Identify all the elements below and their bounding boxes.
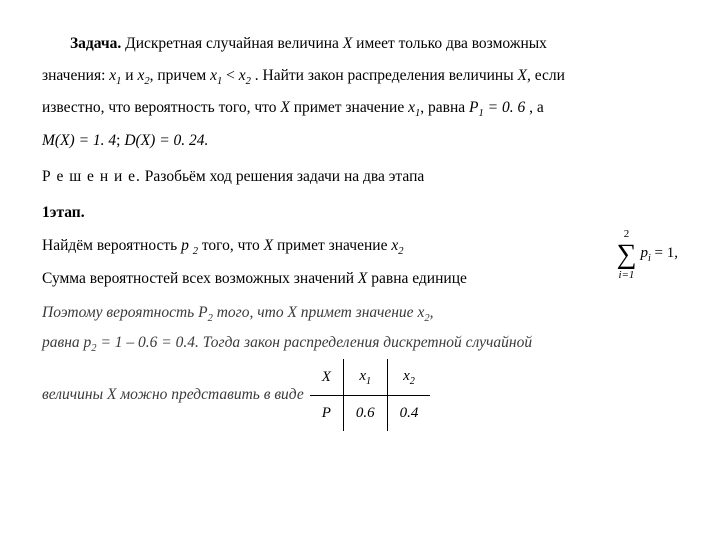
solution-text: Разобьём ход решения задачи на два этапа: [141, 168, 424, 185]
lt: <: [222, 67, 239, 84]
var-X: X: [518, 67, 527, 84]
problem-paragraph: Задача. Дискретная случайная величина X …: [42, 28, 678, 60]
text: примет значение: [290, 99, 408, 116]
var-X: X: [343, 35, 352, 52]
text: Сумма вероятностей всех возможных значен…: [42, 270, 358, 287]
text: Тогда закон распределения дискретной слу…: [199, 334, 532, 351]
text: примет значение: [297, 304, 418, 321]
var-x1: x: [408, 99, 415, 116]
cell-v2: 0.4: [387, 396, 430, 432]
text: , а: [525, 99, 544, 116]
document-page: Задача. Дискретная случайная величина X …: [0, 0, 720, 451]
text: , равна: [420, 99, 469, 116]
sub: 2: [398, 247, 403, 258]
sum-body-p: p: [640, 245, 648, 261]
distribution-table: X x1 x2 P 0.6 0.4: [310, 359, 431, 431]
cell-v1: 0.6: [343, 396, 387, 432]
var-X: X: [280, 99, 289, 116]
row-P: P: [310, 396, 344, 432]
col-X: X: [310, 359, 344, 396]
table-row: P 0.6 0.4: [310, 396, 431, 432]
problem-line-3: известно, что вероятность того, что X пр…: [42, 92, 678, 125]
sum-eq: = 1,: [651, 245, 678, 261]
var-x1b: x: [210, 67, 217, 84]
text: величины: [42, 386, 107, 403]
text: известно, что вероятность того, что: [42, 99, 280, 116]
solution-heading: Р е ш е н и е. Разобьём ход решения зада…: [42, 161, 678, 193]
dist-table: X x1 x2 P 0.6 0.4: [310, 359, 431, 431]
text: , причем: [150, 67, 210, 84]
var-x2b: x: [239, 67, 246, 84]
text: можно представить в виде: [116, 386, 303, 403]
problem-label: Задача.: [70, 35, 121, 52]
text: Поэтому вероятность: [42, 304, 198, 321]
var-X: X: [264, 237, 273, 254]
text: примет значение: [273, 237, 391, 254]
var-X: X: [107, 386, 116, 403]
text: , если: [527, 67, 565, 84]
var-p2: p: [181, 237, 193, 254]
deriv-line-3: величины X можно представить в виде X x1…: [42, 359, 678, 431]
eq-p1: = 0. 6: [484, 99, 525, 116]
table-row: X x1 x2: [310, 359, 431, 396]
problem-line-2: значения: x1 и x2, причем x1 < x2 . Найт…: [42, 60, 678, 93]
text: того, что: [213, 304, 288, 321]
text: равна единице: [367, 270, 467, 287]
text: и: [121, 67, 137, 84]
sum-formula: 2 ∑ i=1 pi = 1,: [616, 228, 678, 280]
find-prob-line: Найдём вероятность p 2 того, что X приме…: [42, 230, 678, 263]
stage-1-label: 1этап.: [42, 197, 678, 229]
text: равна: [42, 334, 84, 351]
var-X: X: [358, 270, 367, 287]
eq-mx: M(X) = 1. 4: [42, 132, 116, 149]
deriv-line-2: равна p2 = 1 – 0.6 = 0.4. Тогда закон ра…: [42, 329, 678, 359]
sum-lower: i=1: [618, 269, 634, 281]
text: имеет только два возможных: [352, 35, 547, 52]
col-x1: x1: [343, 359, 387, 396]
var-X: X: [287, 304, 296, 321]
sigma-icon: ∑: [616, 241, 636, 269]
deriv-line-1: Поэтому вероятность P2 того, что X приме…: [42, 299, 678, 329]
col-x2: x2: [387, 359, 430, 396]
text: того, что: [198, 237, 264, 254]
eq: = 1 – 0.6 = 0.4.: [97, 334, 199, 351]
text: Найдём вероятность: [42, 237, 181, 254]
problem-line-4: M(X) = 1. 4; D(X) = 0. 24.: [42, 125, 678, 157]
sum-prob-line: Сумма вероятностей всех возможных значен…: [42, 263, 678, 295]
text: ,: [430, 304, 434, 321]
var-P2: P: [198, 304, 207, 321]
text: значения:: [42, 67, 109, 84]
text: . Найти закон распределения величины: [251, 67, 518, 84]
eq-dx: D(X) = 0. 24.: [124, 132, 208, 149]
solution-label: Р е ш е н и е.: [42, 168, 141, 185]
derivation-block: Поэтому вероятность P2 того, что X приме…: [42, 299, 678, 432]
text: Дискретная случайная величина: [121, 35, 343, 52]
